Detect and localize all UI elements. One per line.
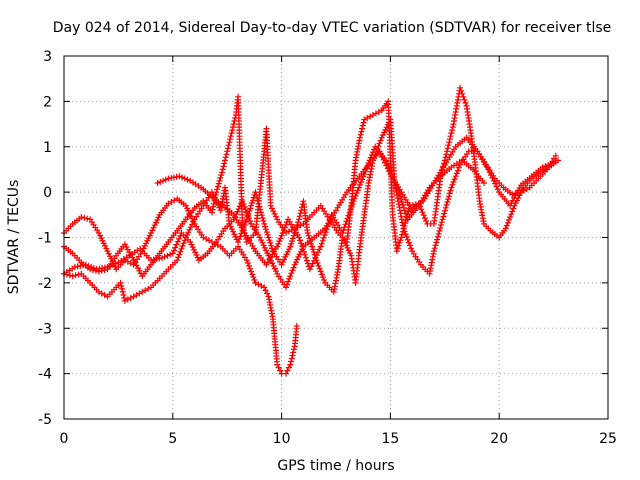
- x-tick-label: 5: [168, 431, 177, 447]
- y-tick-label: -3: [38, 321, 52, 337]
- y-tick-label: -5: [38, 412, 52, 428]
- y-tick-label: 0: [43, 185, 52, 201]
- x-axis-label: GPS time / hours: [277, 458, 394, 474]
- axis-ticks: 0 5 10 15 20 25 -5 -4 -3 -2 -1 0 1 2 3: [38, 49, 617, 447]
- y-tick-label: 2: [43, 94, 52, 110]
- x-tick-label: 20: [490, 431, 508, 447]
- y-tick-label: 3: [43, 49, 52, 65]
- y-tick-label: -1: [38, 231, 52, 247]
- series-layer: [61, 84, 561, 377]
- y-axis-label: SDTVAR / TECUs: [6, 180, 22, 295]
- x-tick-label: 10: [273, 431, 291, 447]
- y-tick-label: -2: [38, 276, 52, 292]
- data-point-markers: [154, 143, 487, 273]
- x-tick-label: 25: [599, 431, 617, 447]
- x-tick-label: 0: [60, 431, 69, 447]
- series-track-e: [154, 143, 487, 273]
- x-tick-label: 15: [381, 431, 399, 447]
- y-tick-label: 1: [43, 140, 52, 156]
- y-tick-label: -4: [38, 367, 52, 383]
- chart-title: Day 024 of 2014, Sidereal Day-to-day VTE…: [53, 20, 612, 36]
